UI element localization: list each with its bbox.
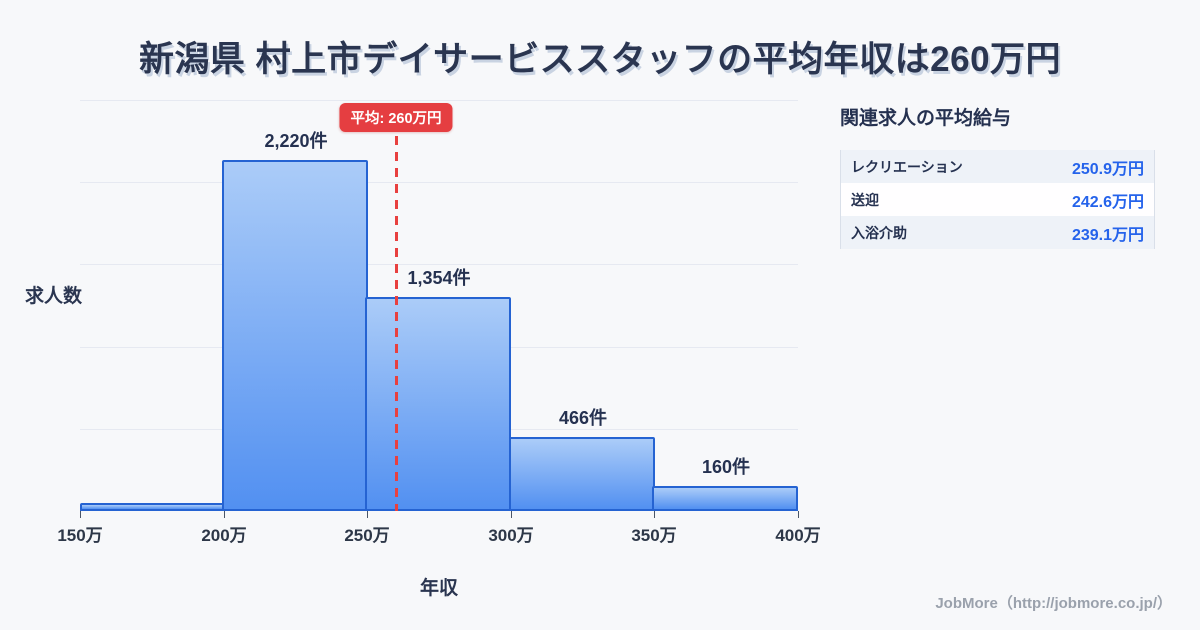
gridline [80,264,798,265]
gridline [80,182,798,183]
x-tick-label: 300万 [488,526,534,545]
table-row: レクリエーション 250.9万円 [841,150,1154,183]
related-jobs-heading: 関連求人の平均給与 [840,108,1012,129]
footer-credit: JobMore（http://jobmore.co.jp/） [935,595,1172,612]
bar-value-label: 2,220件 [264,131,328,151]
page-title: 新潟県 村上市デイサービススタッフの平均年収は260万円 [138,40,1062,79]
average-badge: 平均: 260万円 [339,103,453,132]
average-line [395,136,398,511]
job-type-label: 入浴介助 [851,224,907,241]
x-tick [798,511,799,518]
table-row: 送迎 242.6万円 [841,183,1154,216]
related-jobs-panel: 関連求人の平均給与 レクリエーション 250.9万円送迎 242.6万円入浴介助 23… [840,100,1156,249]
x-tick [224,511,225,518]
gridline [80,100,798,101]
x-tick-label: 350万 [631,526,677,545]
table-row: 入浴介助 239.1万円 [841,216,1154,249]
job-salary-value: 242.6万円 [1071,193,1144,211]
related-jobs-table: レクリエーション 250.9万円送迎 242.6万円入浴介助 239.1万円 [840,150,1155,249]
job-salary-value: 250.9万円 [1071,160,1144,178]
histogram-bar [80,503,224,511]
x-tick [80,511,81,518]
histogram-plot: 2,220件 1,354件 466件 160件 平均: 260万円 150万 200万 2… [57,100,821,545]
x-tick-label: 400万 [775,526,821,545]
x-tick [511,511,512,518]
histogram-bar [652,486,798,511]
job-salary-value: 239.1万円 [1071,226,1144,244]
x-tick-label: 250万 [344,526,390,545]
histogram-bar [509,437,655,511]
job-type-label: 送迎 [851,191,879,208]
bar-value-label: 1,354件 [407,268,471,288]
bar-value-label: 160件 [701,457,751,477]
histogram-bar [222,160,368,511]
histogram-bar [365,297,511,511]
job-type-label: レクリエーション [851,158,963,175]
x-tick [367,511,368,518]
x-axis-label: 年収 [419,578,458,599]
x-tick-label: 200万 [201,526,247,545]
x-tick [654,511,655,518]
x-tick-label: 150万 [57,526,103,545]
bar-value-label: 466件 [558,408,608,428]
y-axis-label: 求人数 [25,286,83,307]
